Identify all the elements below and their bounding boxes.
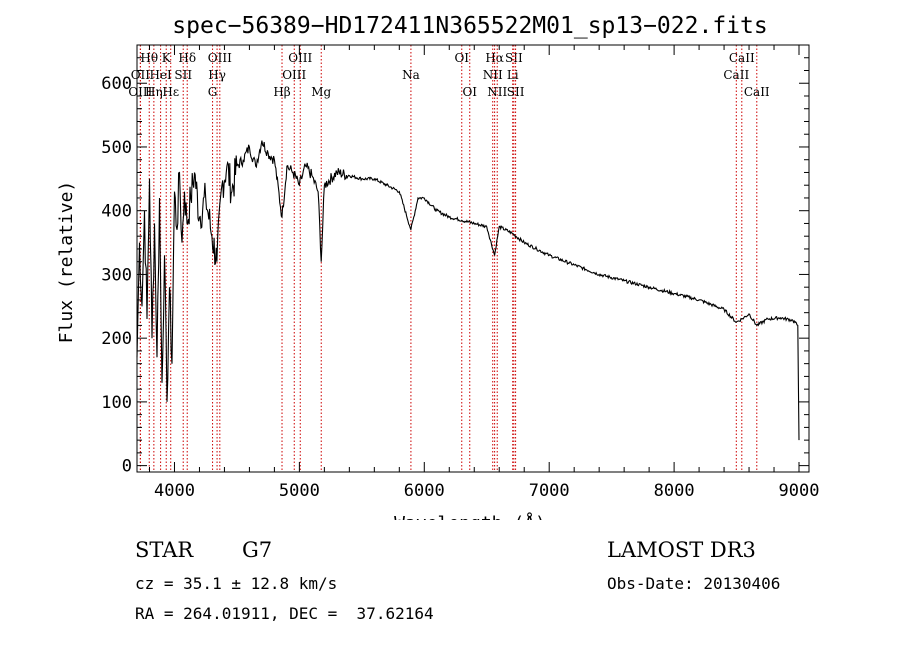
spectral-line-label: Hε bbox=[162, 85, 179, 99]
y-tick-label: 100 bbox=[101, 393, 132, 413]
x-tick-label: 6000 bbox=[404, 481, 445, 501]
spectrum-curve-layer bbox=[136, 140, 800, 441]
spectral-line-label: OI bbox=[454, 51, 469, 65]
spectral-line-label: OIII bbox=[208, 51, 232, 65]
coordinates: RA = 264.01911, DEC = 37.62164 bbox=[135, 604, 434, 623]
y-tick-label: 0 bbox=[122, 457, 132, 477]
spectral-line-label: CaII bbox=[744, 85, 770, 99]
spectrum-curve bbox=[136, 140, 800, 441]
spectral-line-label: CaII bbox=[723, 68, 749, 82]
object-class: STAR bbox=[135, 538, 194, 562]
spectral-line-label: Na bbox=[402, 68, 420, 82]
spectral-line-label: Hδ bbox=[178, 51, 196, 65]
x-tick-label: 5000 bbox=[279, 481, 320, 501]
object-subclass: G7 bbox=[242, 538, 273, 562]
spectral-line-label: SII bbox=[507, 85, 525, 99]
spectral-line-markers: Hθ OII OIII K HeI Hη Hε SII Hδ OIII Hγ G Hβ OIII OIII M… bbox=[128, 45, 770, 472]
y-tick-label: 200 bbox=[101, 329, 132, 349]
y-tick-label: 500 bbox=[101, 138, 132, 158]
spectral-line-label: OIII bbox=[128, 85, 152, 99]
spectrum-chart: spec−56389−HD172411N365522M01_sp13−022.f… bbox=[56, 13, 819, 520]
spectral-line-label: SII bbox=[174, 68, 192, 82]
chart-title: spec−56389−HD172411N365522M01_sp13−022.f… bbox=[172, 13, 767, 39]
spectral-line-label: Hα bbox=[485, 51, 504, 65]
spectral-line-label: NII bbox=[483, 68, 503, 82]
spectral-line-label: Hη bbox=[145, 85, 163, 99]
y-tick-label: 600 bbox=[101, 74, 132, 94]
y-tick-label: 400 bbox=[101, 202, 132, 222]
spectral-line-label: Li bbox=[507, 68, 519, 82]
observation-date: Obs-Date: 20130406 bbox=[607, 574, 781, 593]
x-tick-label: 4000 bbox=[154, 481, 195, 501]
spectral-line-label: Hγ bbox=[208, 68, 226, 82]
spectral-line-label: Mg bbox=[311, 85, 331, 99]
spectral-line-label: CaII bbox=[729, 51, 755, 65]
spectral-line-label: HeI bbox=[149, 68, 172, 82]
spectral-line-label: Hβ bbox=[273, 85, 290, 99]
spectral-line-label: K bbox=[162, 51, 172, 65]
x-tick-label: 8000 bbox=[654, 481, 695, 501]
spectral-line-label: OIII bbox=[288, 51, 312, 65]
x-tick-label: 9000 bbox=[779, 481, 820, 501]
spectral-line-label: NII bbox=[487, 85, 507, 99]
redshift-value: cz = 35.1 ± 12.8 km/s bbox=[135, 574, 338, 593]
x-tick-label: 7000 bbox=[529, 481, 570, 501]
spectral-line-label: OIII bbox=[282, 68, 306, 82]
y-axis-label: Flux (relative) bbox=[56, 181, 77, 344]
spectral-line-label: Hθ bbox=[140, 51, 158, 65]
y-tick-label: 300 bbox=[101, 265, 132, 285]
spectral-line-label: SII bbox=[505, 51, 523, 65]
axis-ticks: 4000 5000 6000 7000 8000 9000 0 100 200 300 400 500… bbox=[101, 45, 819, 501]
spectral-line-label: G bbox=[208, 85, 218, 99]
survey-label: LAMOST DR3 bbox=[607, 538, 756, 562]
x-axis-label: Wavelength (Å) bbox=[394, 512, 546, 520]
spectral-line-label: OII bbox=[131, 68, 151, 82]
spectral-line-label: OI bbox=[462, 85, 477, 99]
plot-frame bbox=[136, 44, 810, 473]
